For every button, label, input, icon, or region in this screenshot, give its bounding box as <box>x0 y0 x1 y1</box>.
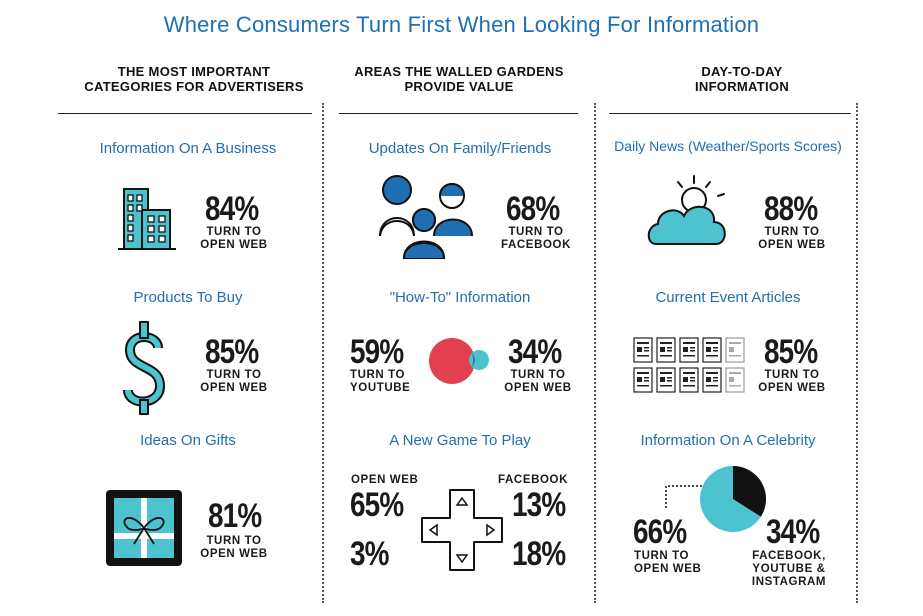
column-heading-line: PROVIDE VALUE <box>404 79 514 94</box>
caption-line: OPEN WEB <box>758 382 826 394</box>
percentage-caption: TURN TO OPEN WEB <box>196 535 272 561</box>
caption-line: OPEN WEB <box>634 563 702 575</box>
caption-line: TURN TO <box>206 369 262 381</box>
percentage-value: 81% <box>208 497 262 535</box>
page-title: Where Consumers Turn First When Looking … <box>163 12 760 37</box>
percentage-caption: TURN TO OPEN WEB <box>196 369 272 395</box>
heading-underline <box>609 113 851 114</box>
column-heading-advertisers: THE MOST IMPORTANT CATEGORIES FOR ADVERT… <box>48 64 340 94</box>
column-heading-line: INFORMATION <box>694 79 790 94</box>
overlapping-circles-icon <box>429 338 489 384</box>
caption-line: YOUTUBE <box>350 382 411 394</box>
percentage-caption: TURN TO OPEN WEB <box>634 550 701 576</box>
percentage-value: 34% <box>508 333 562 371</box>
caption-line: TURN TO <box>508 226 564 238</box>
dollar-sign-icon <box>123 321 166 415</box>
caption-line: FACEBOOK, <box>752 550 826 562</box>
percentage-value: 18% <box>512 535 566 573</box>
category-label: "How-To" Information <box>389 289 531 306</box>
column-divider <box>322 103 324 603</box>
column-heading-line: DAY-TO-DAY <box>701 64 783 79</box>
cloud-sun-icon <box>647 175 726 245</box>
people-group-icon <box>379 175 473 259</box>
caption-line: TURN TO <box>634 550 690 562</box>
heading-underline <box>58 113 312 114</box>
percentage-value: 85% <box>205 333 259 371</box>
pie-slice-social <box>733 466 766 517</box>
game-controller-dpad-icon <box>421 489 503 571</box>
percentage-caption: TURN TO FACEBOOK <box>498 226 574 252</box>
category-label: Information On A Celebrity <box>640 432 816 449</box>
heading-underline <box>339 113 578 114</box>
category-label: Updates On Family/Friends <box>368 140 552 157</box>
percentage-value: 68% <box>506 190 560 228</box>
caption-line: TURN TO <box>764 369 820 381</box>
percentage-value: 88% <box>764 190 818 228</box>
caption-line: TURN TO <box>764 226 820 238</box>
column-heading-walled-gardens: AREAS THE WALLED GARDENS PROVIDE VALUE <box>320 64 598 94</box>
percentage-value: 34% <box>766 513 820 551</box>
caption-line: TURN TO <box>206 226 262 238</box>
category-label: Current Event Articles <box>655 289 801 306</box>
percentage-value: 85% <box>764 333 818 371</box>
column-heading-line: CATEGORIES FOR ADVERTISERS <box>84 79 304 94</box>
percentage-caption: TURN TO OPEN WEB <box>754 226 830 252</box>
caption-line: TURN TO <box>510 369 566 381</box>
caption-line: TURN TO <box>206 535 262 547</box>
building-icon <box>118 188 176 250</box>
column-divider <box>594 103 596 603</box>
percentage-value: 59% <box>350 333 404 371</box>
caption-line: FACEBOOK <box>501 239 571 251</box>
percentage-value: 13% <box>512 486 566 524</box>
pie-chart-icon <box>665 466 766 532</box>
caption-line: INSTAGRAM <box>751 576 827 588</box>
percentage-value: 66% <box>633 513 687 551</box>
caption-line: OPEN WEB <box>200 239 268 251</box>
percentage-caption: TURN TO OPEN WEB <box>498 369 578 395</box>
percentage-value: 84% <box>205 190 259 228</box>
newspaper-grid-icon <box>633 337 745 393</box>
percentage-caption: TURN TO YOUTUBE <box>350 369 410 395</box>
caption-line: YOUTUBE & <box>752 563 826 575</box>
column-divider <box>856 103 858 603</box>
caption-line: OPEN WEB <box>200 382 268 394</box>
column-heading-line: AREAS THE WALLED GARDENS <box>354 64 564 79</box>
percentage-caption: FACEBOOK, YOUTUBE & INSTAGRAM <box>746 550 832 589</box>
category-label: Products To Buy <box>133 289 243 306</box>
caption-line: OPEN WEB <box>758 239 826 251</box>
platform-label: OPEN WEB <box>351 474 419 486</box>
percentage-value: 3% <box>350 535 389 573</box>
category-label: Information On A Business <box>99 140 277 157</box>
platform-label: FACEBOOK <box>498 474 568 486</box>
caption-line: TURN TO <box>350 369 406 381</box>
category-label: Daily News (Weather/Sports Scores) <box>614 138 842 154</box>
percentage-value: 65% <box>350 486 404 524</box>
caption-line: OPEN WEB <box>200 548 268 560</box>
category-label: A New Game To Play <box>389 432 531 449</box>
column-heading-day-to-day: DAY-TO-DAY INFORMATION <box>598 64 886 94</box>
category-label: Ideas On Gifts <box>140 432 236 449</box>
percentage-caption: TURN TO OPEN WEB <box>196 226 272 252</box>
percentage-caption: TURN TO OPEN WEB <box>754 369 830 395</box>
column-heading-line: THE MOST IMPORTANT <box>117 64 271 79</box>
caption-line: OPEN WEB <box>504 382 572 394</box>
gift-box-icon <box>106 490 182 566</box>
